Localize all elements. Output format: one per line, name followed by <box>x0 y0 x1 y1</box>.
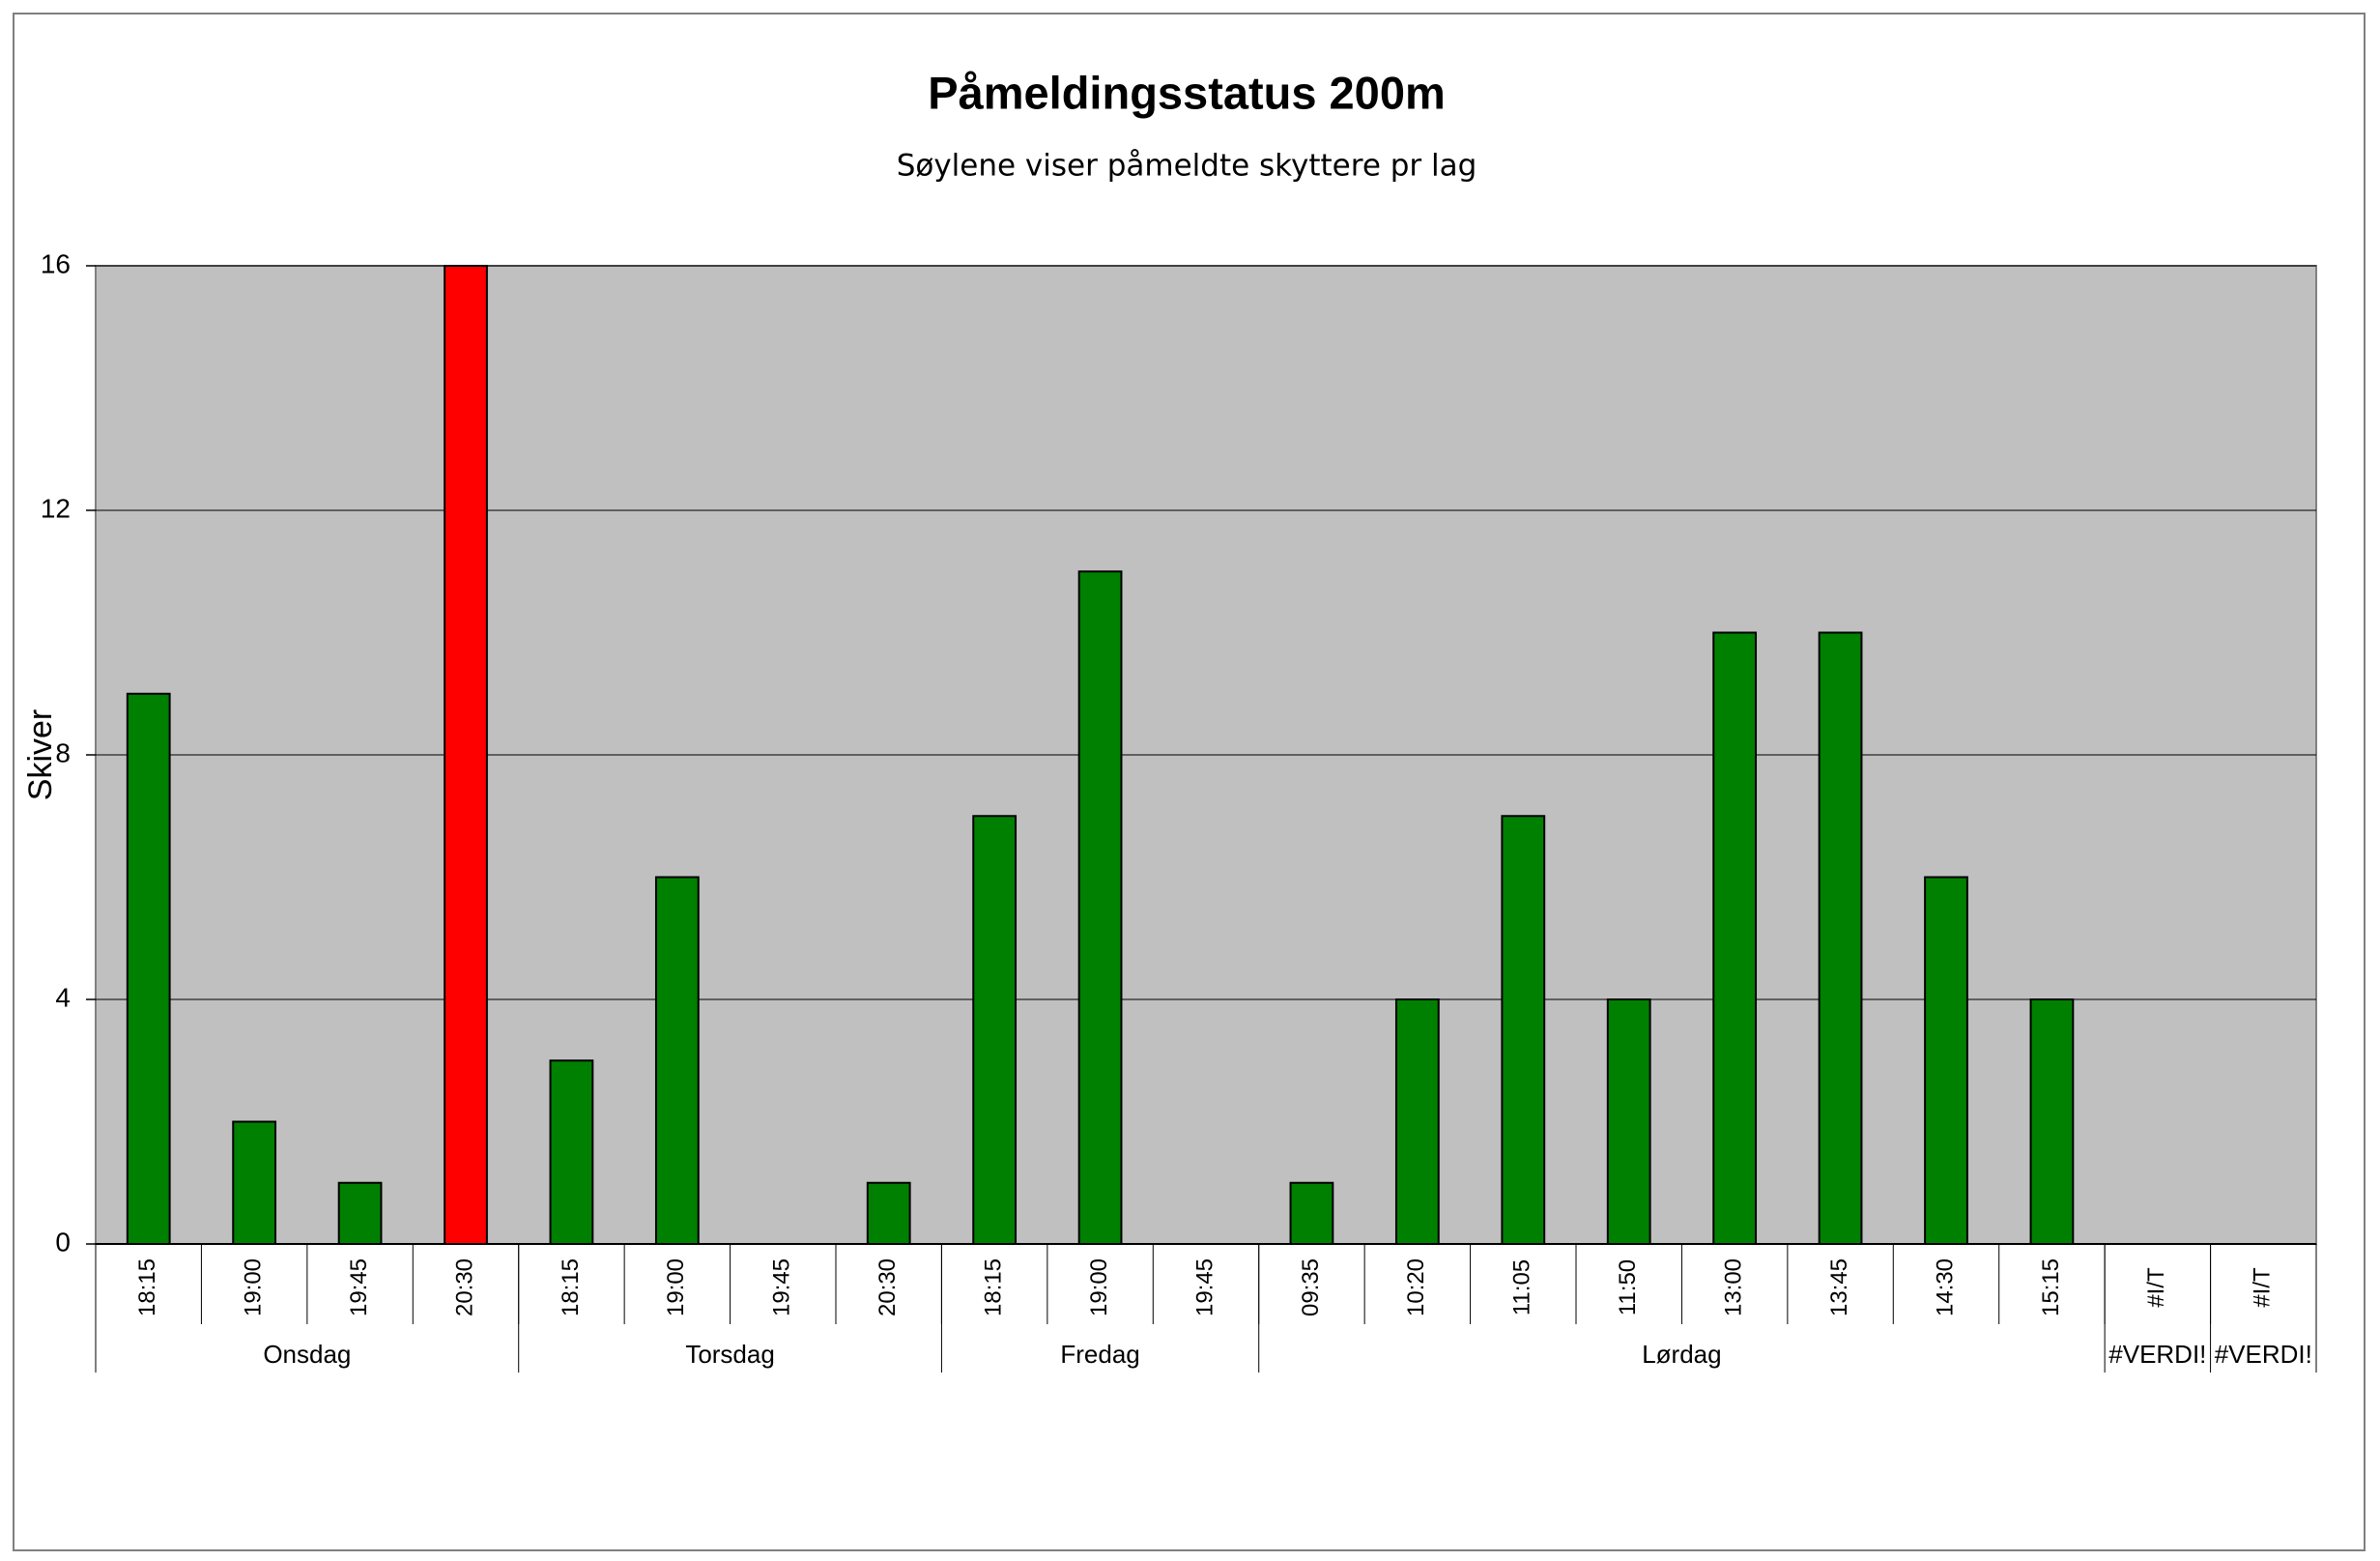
group-label: Onsdag <box>263 1340 351 1369</box>
x-tick-label: 11:05 <box>1509 1259 1535 1315</box>
x-tick-label: 11:50 <box>1615 1259 1641 1315</box>
bar <box>654 876 700 1245</box>
x-tick-label: 19:45 <box>1191 1258 1218 1316</box>
group-label: #VERDI! <box>2215 1340 2312 1369</box>
x-tick-label: 20:30 <box>451 1258 477 1316</box>
group-label: Lørdag <box>1642 1340 1721 1369</box>
y-tick-label: 4 <box>55 982 71 1012</box>
bar <box>1289 1181 1334 1245</box>
y-tick-label: 0 <box>55 1227 71 1257</box>
bar <box>444 265 488 1245</box>
x-tick-label: 10:20 <box>1403 1258 1429 1316</box>
bar <box>1077 570 1123 1245</box>
x-tick-label: 18:15 <box>558 1258 584 1316</box>
x-tick-label: 19:00 <box>663 1258 689 1316</box>
y-tick-label: 16 <box>41 248 71 278</box>
bar <box>2029 998 2075 1245</box>
bar <box>1712 631 1758 1245</box>
x-tick-label: 18:15 <box>134 1258 160 1316</box>
chart-title: Påmeldingsstatus 200m <box>928 67 1446 118</box>
x-tick-label: 09:35 <box>1298 1258 1324 1316</box>
y-tick-label: 8 <box>55 737 71 767</box>
x-tick-label: 19:45 <box>346 1258 372 1316</box>
x-tick-label: 19:00 <box>1086 1258 1112 1316</box>
bar <box>972 815 1018 1245</box>
bar <box>1606 998 1651 1245</box>
bar <box>1924 876 1968 1245</box>
y-axis-label: Skiver <box>22 709 59 800</box>
x-tick-label: 15:15 <box>2038 1258 2064 1316</box>
y-tick-label: 12 <box>41 493 71 523</box>
x-tick-label: 14:30 <box>1932 1258 1958 1316</box>
bar <box>1394 998 1440 1245</box>
bar <box>549 1059 594 1245</box>
x-tick-label: 18:15 <box>980 1258 1006 1316</box>
x-tick-label: 13:00 <box>1720 1258 1746 1316</box>
bar <box>1818 631 1863 1245</box>
bar <box>126 692 171 1245</box>
group-label: Fredag <box>1060 1340 1139 1369</box>
bar <box>232 1120 277 1245</box>
x-tick-label: 20:30 <box>875 1258 901 1316</box>
x-tick-label: 19:45 <box>769 1258 795 1316</box>
x-tick-label: 19:00 <box>240 1258 266 1316</box>
group-label: #VERDI! <box>2108 1340 2206 1369</box>
bar <box>337 1181 383 1245</box>
bar <box>1501 815 1546 1245</box>
x-tick-label: 13:45 <box>1826 1258 1852 1316</box>
group-label: Torsdag <box>685 1340 775 1369</box>
x-tick-label: #I/T <box>2250 1267 2276 1308</box>
bar <box>866 1181 911 1245</box>
x-tick-label: #I/T <box>2143 1267 2169 1308</box>
chart-subtitle: Søylene viser påmeldte skyttere pr lag <box>897 149 1477 184</box>
